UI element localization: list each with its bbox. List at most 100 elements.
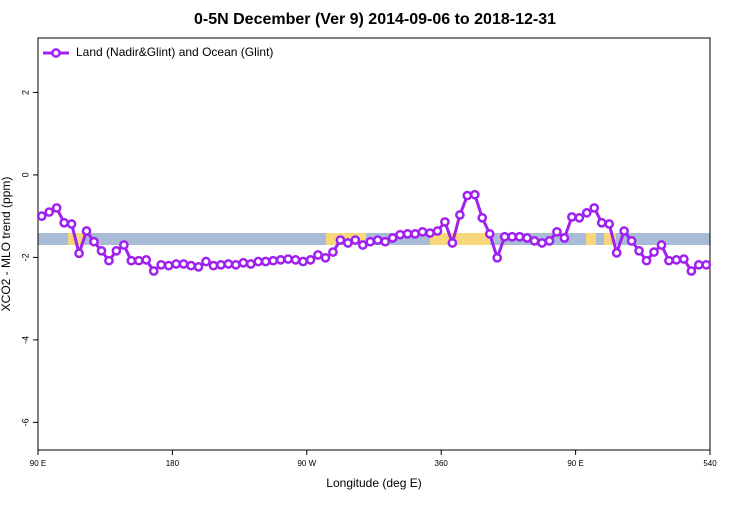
data-point	[133, 255, 144, 266]
data-point	[260, 256, 271, 267]
y-tick-label: 2	[20, 90, 30, 95]
data-point	[440, 217, 450, 227]
data-point	[432, 226, 443, 236]
data-point	[492, 252, 503, 263]
data-point	[425, 228, 435, 238]
data-point	[552, 226, 562, 237]
legend-label: Land (Nadir&Glint) and Ocean (Glint)	[76, 45, 273, 59]
x-tick-label: 180	[166, 459, 180, 468]
data-point	[81, 226, 92, 236]
y-tick-label: -4	[20, 336, 30, 344]
data-point	[395, 229, 405, 240]
data-point	[537, 238, 547, 248]
y-axis-label: XCO2 - MLO trend (ppm)	[0, 177, 13, 312]
data-point	[59, 217, 69, 228]
data-point	[343, 238, 353, 248]
data-point	[268, 255, 279, 266]
data-point	[544, 236, 555, 246]
data-point	[462, 190, 473, 201]
data-point	[634, 245, 644, 256]
data-point	[216, 259, 226, 270]
data-point	[693, 259, 704, 270]
data-point	[171, 259, 181, 269]
data-point	[611, 248, 622, 258]
data-point	[253, 256, 264, 267]
data-point	[559, 233, 570, 243]
data-point	[507, 231, 517, 242]
data-point	[156, 259, 167, 270]
land-band	[586, 233, 596, 245]
data-point	[290, 255, 301, 265]
data-point	[402, 229, 413, 239]
data-point	[664, 255, 674, 266]
x-tick-label: 360	[435, 459, 449, 468]
data-point	[148, 266, 159, 276]
data-point	[641, 255, 652, 266]
x-tick-label: 540	[703, 459, 717, 468]
y-tick-label: -6	[20, 418, 30, 426]
data-point	[649, 247, 659, 257]
data-point	[89, 236, 99, 247]
y-tick-label: 0	[20, 172, 30, 177]
data-point	[499, 231, 510, 242]
data-point	[119, 240, 129, 250]
data-point	[455, 210, 465, 220]
data-point	[104, 255, 114, 266]
data-point	[66, 219, 77, 229]
data-point	[163, 260, 174, 271]
data-point	[604, 219, 615, 229]
data-point	[581, 208, 592, 218]
data-point	[186, 260, 196, 271]
data-point	[141, 255, 152, 265]
data-point	[51, 203, 62, 213]
x-tick-label: 90 E	[30, 459, 46, 468]
data-point	[671, 255, 682, 265]
data-point	[469, 189, 480, 200]
data-point	[126, 255, 137, 266]
data-point	[686, 266, 697, 276]
data-point	[574, 212, 585, 223]
data-point	[656, 240, 667, 250]
data-point	[36, 211, 47, 222]
data-point	[372, 235, 383, 245]
data-point	[484, 229, 495, 239]
data-point	[245, 259, 256, 269]
data-point	[596, 217, 607, 228]
y-tick-label: -2	[20, 253, 30, 261]
data-point	[275, 255, 286, 265]
x-tick-label: 90 W	[297, 459, 316, 468]
data-point	[193, 262, 204, 272]
data-point	[178, 259, 189, 269]
data-point	[447, 238, 458, 248]
data-point	[313, 250, 323, 260]
land-band	[430, 233, 490, 245]
data-point	[477, 212, 488, 223]
data-point	[223, 259, 234, 269]
data-point	[298, 256, 308, 267]
legend-marker	[51, 48, 61, 58]
data-point	[238, 257, 249, 268]
x-tick-label: 90 E	[567, 459, 583, 468]
data-point	[529, 236, 540, 246]
data-point	[74, 248, 84, 259]
data-point	[231, 259, 241, 270]
data-point	[357, 240, 368, 250]
data-point	[514, 231, 525, 242]
data-point	[417, 226, 428, 237]
data-point	[96, 245, 107, 256]
data-point	[619, 226, 629, 236]
data-point	[626, 236, 637, 246]
data-point	[305, 255, 316, 265]
data-point	[350, 235, 361, 245]
data-point	[111, 245, 122, 256]
plot-frame	[37, 37, 711, 451]
data-point	[410, 229, 420, 239]
x-axis-label: Longitude (deg E)	[326, 476, 421, 490]
data-point	[589, 203, 600, 213]
data-point	[208, 260, 219, 271]
data-point	[387, 233, 398, 243]
data-point	[679, 254, 689, 264]
data-point	[283, 254, 293, 264]
chart-title: 0-5N December (Ver 9) 2014-09-06 to 2018…	[194, 11, 556, 28]
